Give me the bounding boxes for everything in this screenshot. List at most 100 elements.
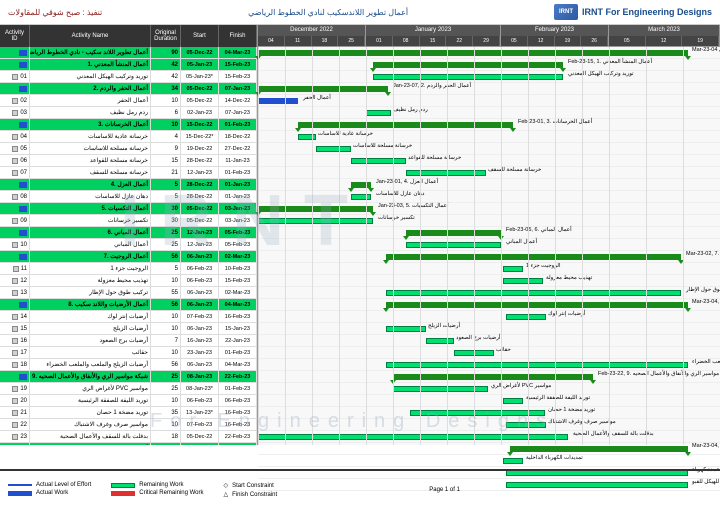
table-row[interactable]: 23بدقلت بالة للسقف والأعمال الصحية1805-D… (0, 431, 257, 443)
table-row[interactable]: 07خرسانة مسلحة للسقف2112-Jan-2301-Feb-23 (0, 167, 257, 179)
cell-finish: 03-Jan-23 (219, 215, 257, 227)
table-row[interactable]: 01توريد وتركيب الهيكل المعدني4205-Jan-23… (0, 71, 257, 83)
table-row[interactable]: أعمال التكسيات .53005-Dec-2203-Jan-23 (0, 203, 257, 215)
col-start[interactable]: Start (181, 25, 219, 47)
summary-bar[interactable] (298, 122, 513, 128)
table-row[interactable]: أعمال تطوير اللاند سكيب - نادي الخطوط ال… (0, 47, 257, 59)
table-row[interactable]: 10أعمال المباني2512-Jan-2305-Feb-23 (0, 239, 257, 251)
legend-remain-icon (111, 483, 135, 488)
gantt-row: توريد وتركيب الهيكل المعدني (258, 71, 720, 83)
cell-name: حقائب (30, 347, 151, 359)
table-row[interactable]: 14أرضيات إنتر لوك1007-Feb-2316-Feb-23 (0, 311, 257, 323)
task-bar[interactable] (373, 74, 563, 80)
table-row[interactable]: 03ردم رمل نظيف602-Jan-2307-Jan-23 (0, 107, 257, 119)
summary-bar[interactable] (373, 62, 563, 68)
table-row[interactable]: 13تركيب طوق حول الإطار5506-Jan-2302-Mar-… (0, 287, 257, 299)
col-finish[interactable]: Finish (219, 25, 257, 47)
table-row[interactable]: 15أرضيات الزيلج1006-Jan-2315-Jan-23 (0, 323, 257, 335)
table-row[interactable]: 04خرسانة عادية للاساسات415-Dec-22*18-Dec… (0, 131, 257, 143)
task-bar[interactable] (258, 218, 373, 224)
summary-bar[interactable] (258, 50, 688, 56)
cell-start: 05-Dec-22 (181, 215, 219, 227)
task-bar[interactable] (351, 194, 371, 200)
table-row[interactable]: 19مواسير PVC لأغراض الري2508-Jan-23*01-F… (0, 383, 257, 395)
task-bar[interactable] (503, 278, 543, 284)
table-row[interactable]: 09تكسير خرسانات3005-Dec-2203-Jan-23 (0, 215, 257, 227)
bar-label: أعمال الحفر والردم .2 ,07-Jan-23 (393, 83, 471, 89)
col-dur[interactable]: Original Duration (151, 25, 181, 47)
table-row[interactable]: شبكة مواسير الري والأنفاق والأعمال الصحي… (0, 371, 257, 383)
table-row[interactable]: 20توريد الليفة للصفقة الرئيسية1006-Feb-2… (0, 395, 257, 407)
table-row[interactable]: 08دهان عازل للاساسات528-Dec-2201-Jan-23 (0, 191, 257, 203)
task-bar[interactable] (503, 458, 523, 464)
table-row[interactable]: 18أرضيات الزيلج والملعب والملعب الخضراء5… (0, 359, 257, 371)
summary-bar[interactable] (510, 446, 688, 452)
table-row[interactable]: أعمال الكهرباء .103008-Feb-2304-Mar-23 (0, 443, 257, 445)
bar-label: أعمال الكهرباء .10 ,04-Mar-23 (692, 443, 720, 449)
table-row[interactable]: 12تهذيب محيط معزولة1006-Feb-2315-Feb-23 (0, 275, 257, 287)
task-bar[interactable] (258, 434, 568, 440)
gantt-area[interactable]: أعمال تطوير اللاندسكيب - نادي الخطوط الر… (258, 47, 720, 445)
cell-dur: 55 (151, 287, 181, 299)
cell-finish: 10-Feb-23 (219, 263, 257, 275)
task-bar[interactable] (506, 422, 546, 428)
task-bar[interactable] (426, 338, 454, 344)
cell-dur: 90 (151, 47, 181, 59)
cell-name: خرسانة مسلحة للسقف (30, 167, 151, 179)
table-row[interactable]: 22مواسير صرف وغرف الاشتباك1007-Feb-2316-… (0, 419, 257, 431)
task-bar[interactable] (316, 146, 351, 152)
cell-name: أعمال الحفر والردم .2 (30, 83, 151, 95)
grid-line (582, 47, 583, 445)
task-bar[interactable] (386, 362, 688, 368)
summary-bar[interactable] (258, 206, 373, 212)
table-row[interactable]: أعمال الروجيت .75606-Jan-2302-Mar-23 (0, 251, 257, 263)
task-bar[interactable] (506, 314, 546, 320)
task-bar[interactable] (351, 158, 406, 164)
day-label: 29 (473, 36, 500, 47)
table-row[interactable]: أعمال الحفر والردم .23405-Dec-2207-Jan-2… (0, 83, 257, 95)
legend-effort-icon (8, 484, 32, 486)
cell-dur: 25 (151, 383, 181, 395)
table-row[interactable]: 17حقائب1023-Jan-2301-Feb-23 (0, 347, 257, 359)
table-row[interactable]: 11الروجيت جزء 1506-Feb-2310-Feb-23 (0, 263, 257, 275)
summary-bar[interactable] (386, 302, 688, 308)
summary-bar[interactable] (258, 86, 388, 92)
table-row[interactable]: 16أرضيات برج الصعود716-Jan-2322-Jan-23 (0, 335, 257, 347)
table-row[interactable]: أعمال المنشأ المعدني .14205-Jan-2315-Feb… (0, 59, 257, 71)
task-bar[interactable] (258, 98, 298, 104)
task-bar[interactable] (366, 110, 391, 116)
table-row[interactable]: أعمال الخرسانات .31015-Dec-2201-Feb-23 (0, 119, 257, 131)
cell-start: 06-Jan-23 (181, 323, 219, 335)
summary-bar[interactable] (393, 374, 593, 380)
grid-line (312, 47, 313, 445)
cell-finish: 07-Jan-23 (219, 83, 257, 95)
day-label: 11 (285, 36, 312, 47)
table-row[interactable]: أعمال الأرضيات واللاند سكيب .85606-Jan-2… (0, 299, 257, 311)
cell-id (0, 83, 30, 95)
table-row[interactable]: أعمال المباني .62512-Jan-2305-Feb-23 (0, 227, 257, 239)
table-row[interactable]: 05خرسانة مسلحة للاساسات919-Dec-2227-Dec-… (0, 143, 257, 155)
cell-id: 21 (0, 407, 30, 419)
table-row[interactable]: 02أعمال الحفر1005-Dec-2214-Dec-22 (0, 95, 257, 107)
col-id[interactable]: Activity ID (0, 25, 30, 47)
task-bar[interactable] (503, 266, 523, 272)
table-row[interactable]: 06خرسانة مسلحة للقواعد1528-Dec-2211-Jan-… (0, 155, 257, 167)
task-bar[interactable] (298, 134, 316, 140)
summary-bar[interactable] (386, 254, 681, 260)
task-bar[interactable] (503, 398, 523, 404)
cell-id (0, 251, 30, 263)
summary-bar[interactable] (351, 182, 371, 188)
grid-line (646, 47, 647, 445)
cell-name: أعمال المنشأ المعدني .1 (30, 59, 151, 71)
task-bar[interactable] (410, 410, 545, 416)
folder-icon (19, 50, 27, 56)
cell-name: أعمال تطوير اللاند سكيب - نادي الخطوط ال… (30, 47, 151, 59)
bar-label: دهان عازل للاساسات (376, 191, 424, 197)
table-row[interactable]: أعمال العزل .4528-Dec-2201-Jan-23 (0, 179, 257, 191)
table-row[interactable]: 21توريد مضخة 1 حصان3513-Jan-23*16-Feb-23 (0, 407, 257, 419)
bar-label: خرسانة مسلحة للسقف (488, 167, 541, 173)
gantt-row: أعمال الحفر والردم .2 ,07-Jan-23 (258, 83, 720, 95)
col-name[interactable]: Activity Name (30, 25, 151, 47)
task-bar[interactable] (386, 290, 681, 296)
cell-name: أعمال المباني .6 (30, 227, 151, 239)
